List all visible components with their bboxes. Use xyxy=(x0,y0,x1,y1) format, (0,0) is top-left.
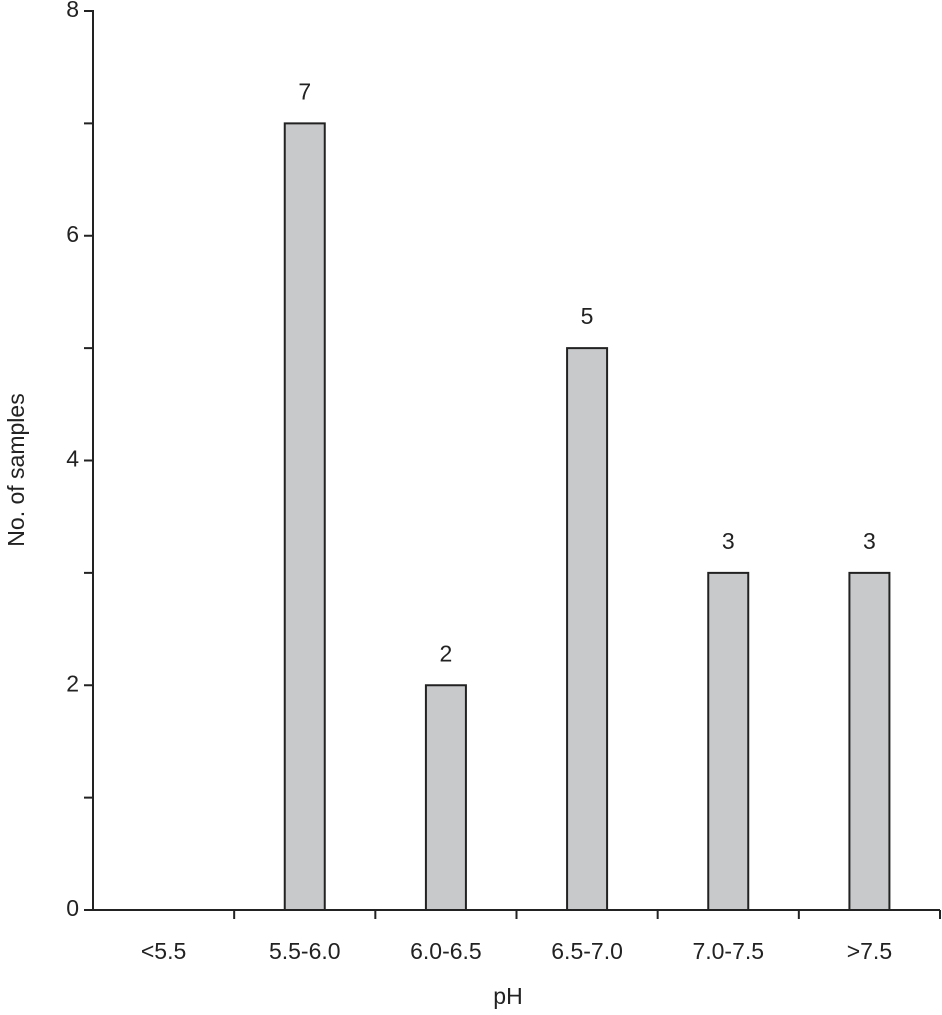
x-tick-label: 6.0-6.5 xyxy=(410,938,482,964)
bar xyxy=(283,122,326,911)
y-tick-label: 4 xyxy=(66,446,79,472)
bar xyxy=(566,347,609,911)
bar xyxy=(848,571,891,911)
data-label: 3 xyxy=(863,528,876,554)
x-tick-label: 6.5-7.0 xyxy=(551,938,623,964)
y-tick-label: 6 xyxy=(66,221,79,247)
bar xyxy=(707,571,750,911)
y-tick-label: 8 xyxy=(66,0,79,22)
x-tick-label: >7.5 xyxy=(847,938,892,964)
y-axis-label: No. of samples xyxy=(3,393,29,546)
x-tick-label: <5.5 xyxy=(141,938,186,964)
bar xyxy=(424,684,467,911)
data-label: 3 xyxy=(722,528,735,554)
x-tick-label: 7.0-7.5 xyxy=(692,938,764,964)
data-label: 2 xyxy=(440,640,453,666)
y-tick-label: 2 xyxy=(66,670,79,696)
data-label: 7 xyxy=(298,78,311,104)
x-axis-label: pH xyxy=(493,983,522,1009)
y-tick-label: 0 xyxy=(66,895,79,921)
data-label: 5 xyxy=(581,303,594,329)
x-tick-label: 5.5-6.0 xyxy=(269,938,341,964)
